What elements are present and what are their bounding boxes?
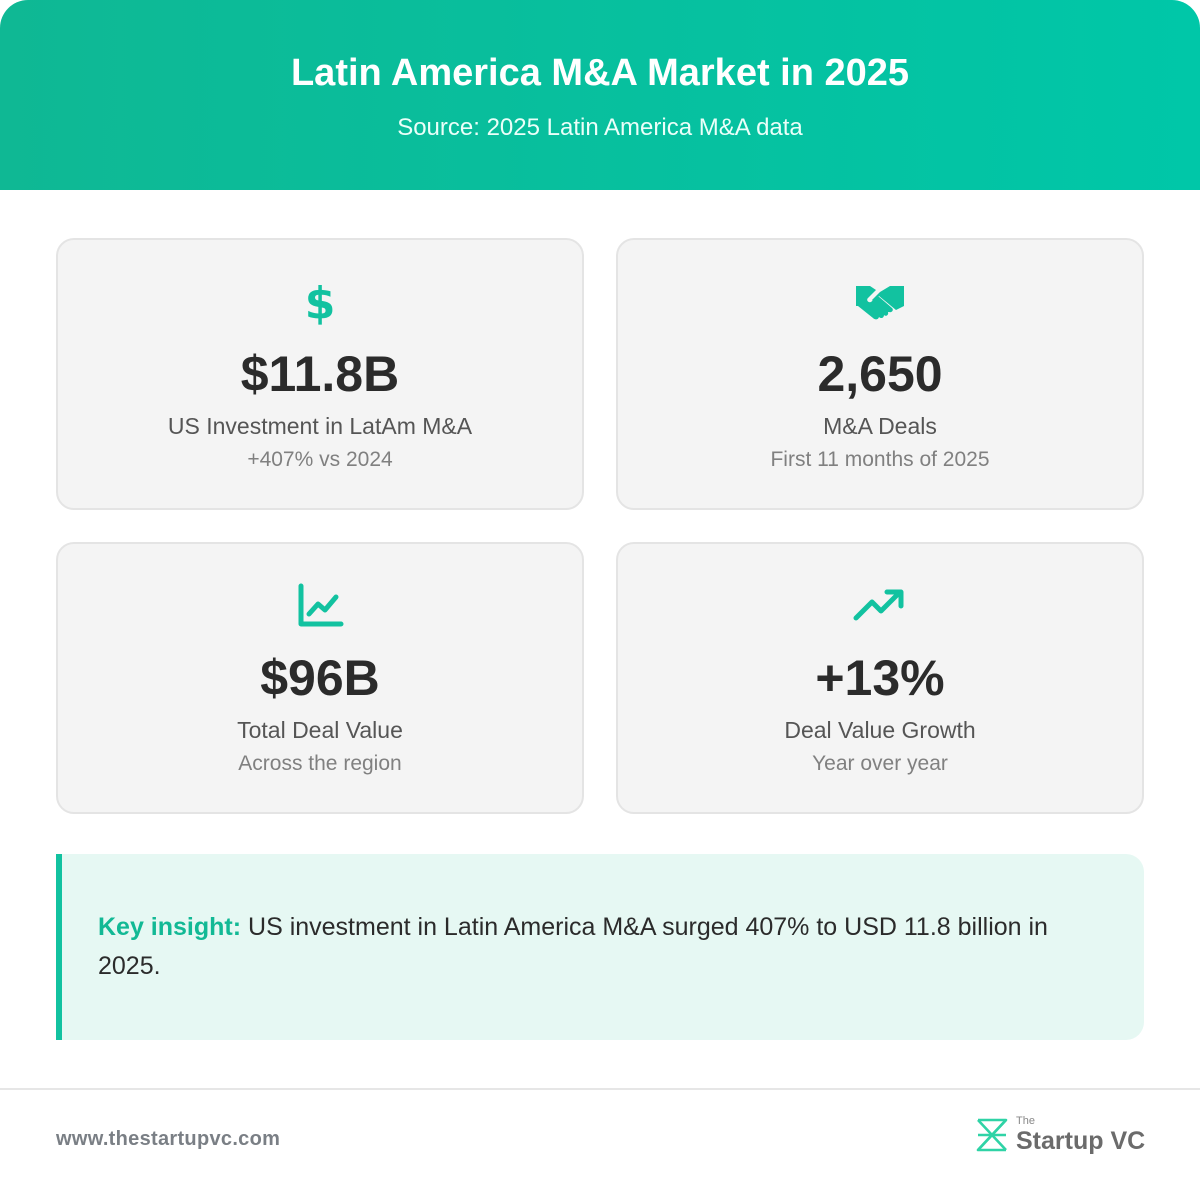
stat-card-us-investment: $ $11.8B US Investment in LatAm M&A +407…: [56, 238, 584, 510]
header-banner: Latin America M&A Market in 2025 Source:…: [0, 0, 1200, 190]
stat-card-total-value: $96B Total Deal Value Across the region: [56, 542, 584, 814]
key-insight-label: Key insight:: [98, 913, 242, 941]
stat-value: $11.8B: [240, 346, 400, 402]
dollar-icon: $: [292, 278, 348, 326]
startupvc-logo: The Startup VC: [974, 1114, 1146, 1158]
page-title: Latin America M&A Market in 2025: [290, 52, 910, 94]
stat-subtext: +407% vs 2024: [247, 448, 393, 471]
trending-up-icon: [852, 582, 908, 630]
stat-subtext: First 11 months of 2025: [770, 448, 990, 471]
stat-subtext: Across the region: [238, 752, 402, 775]
handshake-icon: [852, 278, 908, 326]
stat-value: +13%: [815, 650, 945, 706]
logo-name-text: Startup VC: [1016, 1127, 1146, 1155]
key-insight-text: Key insight: US investment in Latin Amer…: [98, 908, 1104, 986]
footer-divider: [0, 1088, 1200, 1090]
stat-card-deals: 2,650 M&A Deals First 11 months of 2025: [616, 238, 1144, 510]
stat-value: $96B: [260, 650, 380, 706]
line-chart-icon: [292, 582, 348, 630]
stat-label: US Investment in LatAm M&A: [167, 413, 473, 439]
svg-text:$: $: [305, 278, 336, 326]
stat-label: Total Deal Value: [237, 717, 403, 743]
stat-label: Deal Value Growth: [784, 717, 976, 743]
stat-card-growth: +13% Deal Value Growth Year over year: [616, 542, 1144, 814]
stat-label: M&A Deals: [823, 413, 937, 439]
startupvc-logo-icon: [974, 1116, 1010, 1154]
stat-value: 2,650: [817, 346, 943, 402]
page-subtitle: Source: 2025 Latin America M&A data: [397, 114, 803, 141]
website-link[interactable]: www.thestartupvc.com: [56, 1128, 281, 1150]
key-insight-box: Key insight: US investment in Latin Amer…: [56, 854, 1144, 1040]
logo-the-text: The: [1016, 1115, 1035, 1127]
stat-subtext: Year over year: [812, 752, 948, 775]
key-insight-body: US investment in Latin America M&A surge…: [98, 913, 1048, 980]
